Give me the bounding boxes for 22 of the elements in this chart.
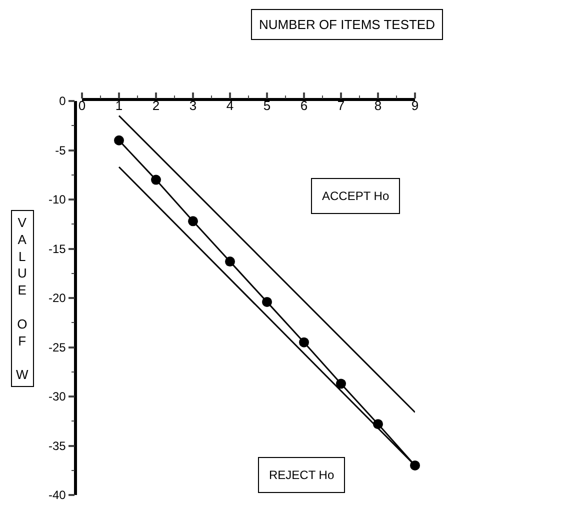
y-tick-label: -35 bbox=[48, 438, 66, 453]
y-tick-label: -25 bbox=[48, 340, 66, 354]
x-tick-label: 5 bbox=[263, 98, 271, 114]
y-tick-label: -30 bbox=[48, 390, 66, 404]
y-tick-label: -40 bbox=[48, 488, 66, 502]
y-tick-label: -5 bbox=[55, 143, 66, 158]
y-tick-label: -15 bbox=[48, 242, 66, 256]
y-tick-label: -20 bbox=[48, 291, 66, 306]
x-axis-title: NUMBER OF ITEMS TESTED bbox=[259, 17, 435, 32]
x-tick-label: 4 bbox=[226, 98, 234, 114]
y-tick-label: -10 bbox=[48, 192, 66, 207]
x-tick-label: 1 bbox=[115, 98, 123, 114]
x-tick-label: 3 bbox=[189, 98, 197, 114]
x-tick-label: 7 bbox=[337, 98, 345, 114]
x-tick-label: 9 bbox=[411, 98, 419, 114]
x-tick-label: 0 bbox=[78, 98, 86, 114]
annotation: ACCEPT Ho bbox=[322, 189, 390, 203]
x-tick-label: 2 bbox=[152, 98, 160, 114]
x-tick-label: 6 bbox=[300, 98, 308, 114]
text: VALUE OF W bbox=[16, 215, 28, 382]
annotation: REJECT Ho bbox=[269, 468, 334, 482]
x-tick-label: 8 bbox=[374, 98, 382, 114]
